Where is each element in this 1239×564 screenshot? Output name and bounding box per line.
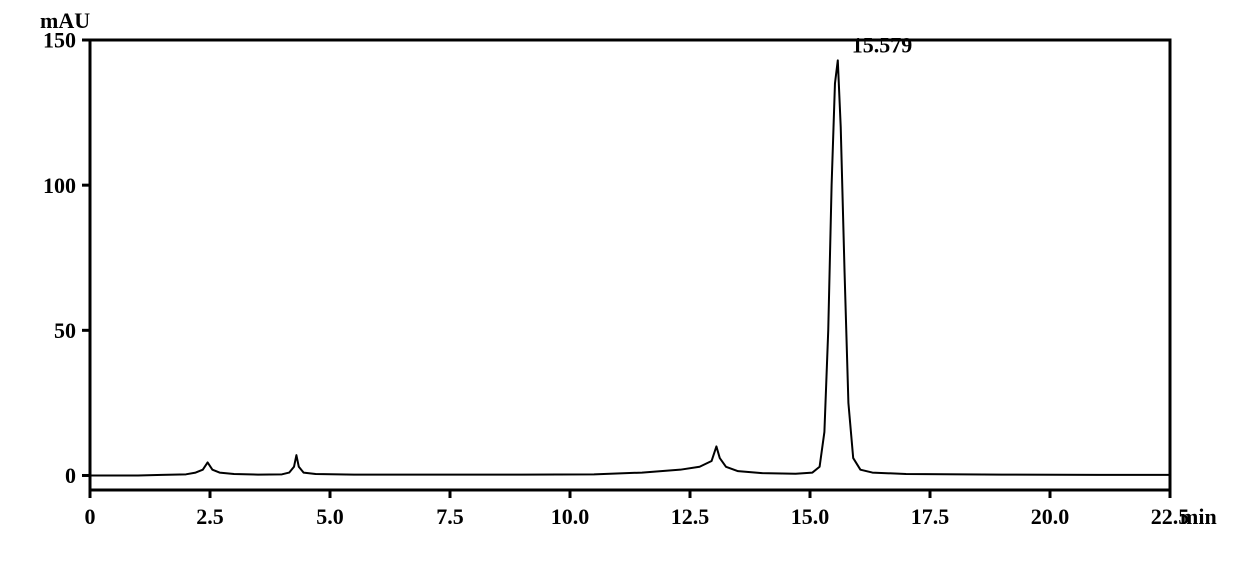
x-axis-label: min [1180,504,1217,529]
x-tick-label: 7.5 [436,504,464,529]
y-tick-label: 50 [54,318,76,343]
chromatogram-chart: 02.55.07.510.012.515.017.520.022.5050100… [0,0,1239,564]
x-tick-label: 12.5 [671,504,710,529]
x-tick-label: 10.0 [551,504,590,529]
x-tick-label: 5.0 [316,504,344,529]
x-tick-label: 2.5 [196,504,224,529]
y-tick-label: 100 [43,173,76,198]
y-axis-label: mAU [40,8,90,33]
chromatogram-svg: 02.55.07.510.012.515.017.520.022.5050100… [0,0,1239,564]
x-tick-label: 20.0 [1031,504,1070,529]
y-tick-label: 0 [65,463,76,488]
plot-border [90,40,1170,490]
x-tick-label: 17.5 [911,504,950,529]
peak-label: 15.579 [852,32,913,57]
x-tick-label: 0 [85,504,96,529]
x-tick-label: 15.0 [791,504,830,529]
